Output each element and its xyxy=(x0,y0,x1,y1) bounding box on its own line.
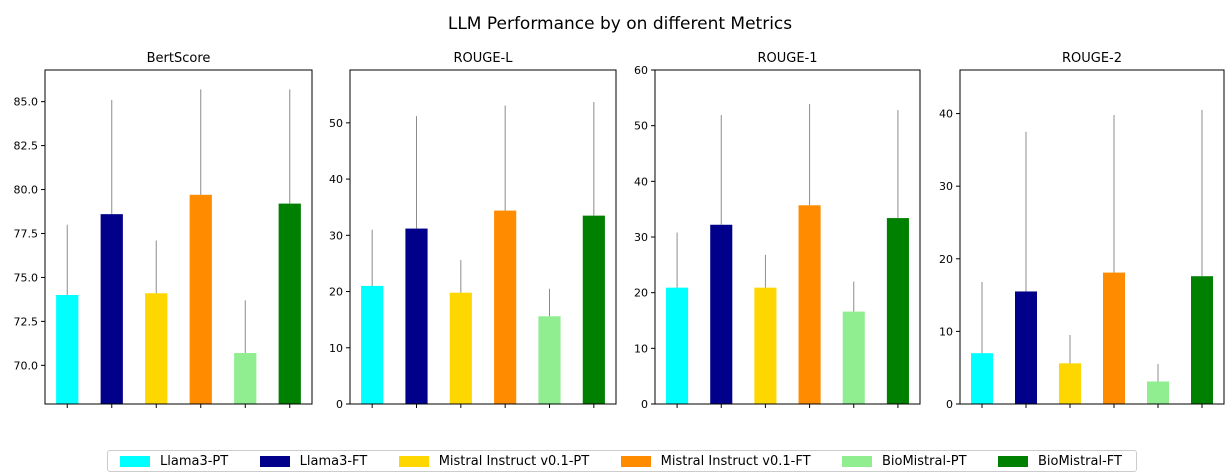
bar-rouge-l-biomistral-ft xyxy=(582,215,605,404)
bar-rouge-2-mistral-instruct-v0-1-pt xyxy=(1059,363,1081,404)
ytick-label-rouge-1-5: 50 xyxy=(634,120,648,133)
legend-item-mistral-pt: Mistral Instruct v0.1-PT xyxy=(398,453,590,469)
legend-swatch-mistral-pt xyxy=(398,455,429,467)
axes-frame-rouge-l xyxy=(349,69,617,405)
ytick-label-rouge-1-3: 30 xyxy=(634,231,648,244)
bar-rouge-1-mistral-instruct-v0-1-pt xyxy=(754,287,777,404)
ytick-label-rouge-2-4: 40 xyxy=(939,108,953,121)
legend-label-mistral-pt: Mistral Instruct v0.1-PT xyxy=(438,453,590,469)
bar-rouge-2-llama3-ft xyxy=(1015,291,1037,404)
ytick-label-rouge-l-4: 40 xyxy=(329,173,343,186)
bar-bertscore-mistral-instruct-v0-1-ft xyxy=(189,194,212,404)
panel-title-rouge-l: ROUGE-L xyxy=(453,51,513,66)
bar-rouge-2-mistral-instruct-v0-1-ft xyxy=(1103,272,1125,404)
legend-label-llama3-ft: Llama3-FT xyxy=(299,453,368,469)
ytick-label-rouge-l-1: 10 xyxy=(329,342,343,355)
ytick-label-rouge-1-4: 40 xyxy=(634,175,648,188)
bar-bertscore-biomistral-ft xyxy=(278,203,301,404)
ytick-label-rouge-l-5: 50 xyxy=(329,117,343,130)
legend-item-biomistral-pt: BioMistral-PT xyxy=(841,453,967,469)
legend: Llama3-PT Llama3-FT Mistral Instruct v0.… xyxy=(107,450,1137,472)
ytick-label-bertscore-0: 70.0 xyxy=(14,359,39,372)
bar-rouge-1-llama3-ft xyxy=(710,224,733,404)
panel-bertscore: BertScore 70.0 72.5 75.0 77.5 80.0 82.5 85.0 xyxy=(14,51,313,408)
legend-swatch-llama3-pt xyxy=(120,455,150,467)
legend-label-llama3-pt: Llama3-PT xyxy=(160,453,229,469)
ytick-label-rouge-1-0: 0 xyxy=(641,398,648,411)
ytick-label-rouge-1-1: 10 xyxy=(634,342,648,355)
bar-bertscore-llama3-pt xyxy=(56,295,79,404)
ytick-label-bertscore-4: 80.0 xyxy=(14,184,39,197)
legend-swatch-biomistral-pt xyxy=(841,455,872,467)
panel-rouge-l: ROUGE-L 0 10 20 30 40 50 xyxy=(329,51,617,411)
legend-label-biomistral-pt: BioMistral-PT xyxy=(881,453,967,469)
bar-rouge-l-biomistral-pt xyxy=(538,316,561,404)
ytick-label-rouge-1-2: 20 xyxy=(634,287,648,300)
panel-rouge-2: ROUGE-2 0 10 20 30 40 xyxy=(939,51,1225,411)
bar-rouge-l-mistral-instruct-v0-1-ft xyxy=(494,210,517,404)
ytick-label-rouge-2-3: 30 xyxy=(939,180,953,193)
legend-item-llama3-pt: Llama3-PT xyxy=(120,454,228,469)
legend-item-mistral-ft: Mistral Instruct v0.1-FT xyxy=(620,453,811,469)
axes-frame-rouge-1 xyxy=(654,69,921,405)
panel-title-bertscore: BertScore xyxy=(147,51,211,66)
legend-label-biomistral-ft: BioMistral-FT xyxy=(1037,453,1122,469)
panel-title-rouge-1: ROUGE-1 xyxy=(757,51,817,66)
bar-rouge-1-biomistral-pt xyxy=(842,311,865,404)
legend-item-llama3-ft: Llama3-FT xyxy=(259,453,368,469)
bar-bertscore-biomistral-pt xyxy=(234,353,257,404)
bar-rouge-2-llama3-pt xyxy=(971,353,993,404)
ytick-label-bertscore-5: 82.5 xyxy=(14,140,39,153)
bar-bertscore-mistral-instruct-v0-1-pt xyxy=(145,293,168,404)
axes-frame-rouge-2 xyxy=(959,69,1225,405)
bar-bertscore-llama3-ft xyxy=(100,214,123,404)
ytick-label-rouge-l-2: 20 xyxy=(329,286,343,299)
bar-rouge-1-llama3-pt xyxy=(666,287,689,404)
legend-swatch-mistral-ft xyxy=(620,455,651,467)
figure-title: LLM Performance by on different Metrics xyxy=(448,14,792,34)
ytick-label-bertscore-2: 75.0 xyxy=(14,271,39,284)
ytick-label-bertscore-6: 85.0 xyxy=(14,96,39,109)
legend-swatch-biomistral-ft xyxy=(997,455,1028,467)
ytick-label-rouge-2-1: 10 xyxy=(939,325,953,338)
bar-rouge-l-llama3-ft xyxy=(405,228,428,404)
ytick-label-rouge-2-2: 20 xyxy=(939,253,953,266)
panel-title-rouge-2: ROUGE-2 xyxy=(1062,51,1122,66)
bar-rouge-2-biomistral-pt xyxy=(1147,381,1169,404)
ytick-label-rouge-l-3: 30 xyxy=(329,229,343,242)
legend-label-mistral-ft: Mistral Instruct v0.1-FT xyxy=(660,453,811,469)
bar-rouge-l-mistral-instruct-v0-1-pt xyxy=(449,292,472,404)
ytick-label-rouge-1-6: 60 xyxy=(634,64,648,77)
panel-rouge-1: ROUGE-1 0 10 20 30 40 50 60 xyxy=(634,51,921,411)
legend-swatch-llama3-ft xyxy=(259,455,290,467)
ytick-label-rouge-2-0: 0 xyxy=(946,398,953,411)
ytick-label-bertscore-1: 72.5 xyxy=(14,315,39,328)
axes-frame-bertscore xyxy=(44,69,313,405)
bar-rouge-l-llama3-pt xyxy=(361,285,384,404)
legend-item-biomistral-ft: BioMistral-FT xyxy=(997,453,1122,469)
ytick-label-rouge-l-0: 0 xyxy=(336,398,343,411)
bar-rouge-1-biomistral-ft xyxy=(886,218,909,404)
ytick-label-bertscore-3: 77.5 xyxy=(14,227,39,240)
bar-rouge-1-mistral-instruct-v0-1-ft xyxy=(798,205,821,404)
bar-rouge-2-biomistral-ft xyxy=(1191,276,1213,404)
